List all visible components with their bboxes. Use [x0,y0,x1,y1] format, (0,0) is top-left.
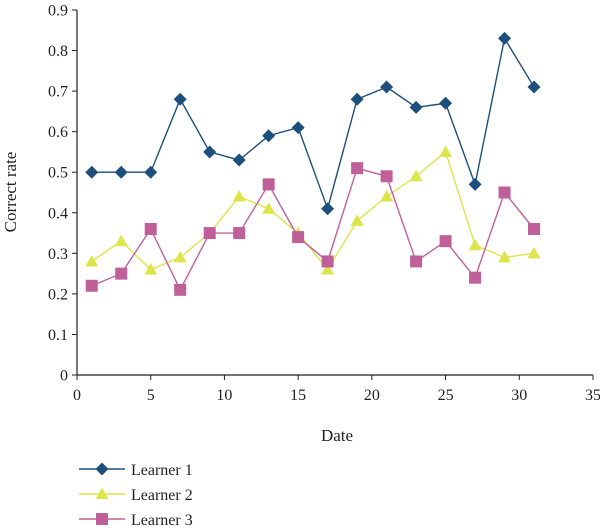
legend-label: Learner 3 [131,512,193,529]
legend-item: Learner 3 [79,512,193,529]
series-line [91,167,535,292]
data-point [321,263,335,275]
x-tick-label: 35 [585,387,600,404]
legend-marker [95,487,109,499]
data-point [350,92,364,106]
data-point [262,178,275,191]
series-1 [85,31,541,216]
x-tick-label: 0 [73,387,81,404]
data-point [350,214,364,226]
chart-series [85,31,541,296]
x-tick-label: 30 [511,387,527,404]
data-point [85,279,98,292]
y-tick-label: 0.4 [48,205,68,222]
data-point [233,227,246,240]
x-tick-label: 5 [147,387,155,404]
chart-legend: Learner 1 Learner 2 Learner 3 [79,462,193,529]
data-point [203,227,216,240]
x-axis-label: Date [321,426,353,445]
data-point [232,190,246,202]
data-point [114,165,128,179]
data-point [203,145,217,159]
data-point [469,271,482,284]
legend-label: Learner 1 [131,462,193,479]
data-point [115,267,128,280]
data-point [173,92,187,106]
data-point [85,165,99,179]
legend-label: Learner 2 [131,487,193,504]
legend-marker [96,513,108,525]
y-axis-ticks: 0 0.1 0.2 0.3 0.4 0.5 0.6 0.7 0.8 0.9 [48,3,77,385]
data-point [439,96,453,110]
data-point [85,254,99,267]
y-tick-label: 0.2 [48,286,68,303]
data-point [380,80,394,94]
y-tick-label: 0.6 [48,124,68,141]
data-point [409,100,423,114]
data-point [498,186,511,199]
data-point [291,121,305,135]
data-point [173,250,187,263]
y-tick-label: 0 [60,368,68,385]
y-tick-label: 0.8 [48,43,68,60]
data-point [468,238,482,251]
data-point [174,283,187,296]
x-tick-label: 20 [364,387,380,404]
data-point [380,170,393,183]
chart-axes [76,10,593,376]
data-point [144,223,157,235]
legend-marker [95,462,109,476]
series-line [91,36,535,212]
legend-item: Learner 1 [79,462,193,479]
data-point [439,235,452,248]
data-point [232,153,246,167]
data-point [498,250,512,263]
data-point [380,190,394,202]
y-tick-label: 0.1 [48,327,68,344]
x-tick-label: 25 [438,387,454,404]
data-point [262,202,276,214]
x-tick-label: 15 [290,387,306,404]
data-point [321,255,334,268]
data-point [351,162,364,175]
series-3 [85,162,541,296]
x-axis-ticks: 0 5 10 15 20 25 30 35 [73,375,600,404]
data-point [528,223,541,235]
data-point [527,80,541,94]
data-point [144,165,158,179]
y-tick-label: 0.9 [48,3,68,20]
y-tick-label: 0.3 [48,246,68,263]
series-line [91,150,535,271]
data-point [468,177,482,191]
data-point [262,129,276,143]
data-point [527,246,541,259]
data-point [292,231,305,244]
y-tick-label: 0.5 [48,165,68,182]
data-point [114,234,128,247]
y-tick-label: 0.7 [48,84,68,101]
data-point [439,145,453,157]
data-point [410,255,423,268]
data-point [144,263,158,275]
data-point [321,202,335,216]
y-axis-label: Correct rate [1,152,20,233]
data-point [498,31,512,45]
legend-item: Learner 2 [79,487,193,504]
data-point [409,169,423,182]
x-tick-label: 10 [216,387,232,404]
